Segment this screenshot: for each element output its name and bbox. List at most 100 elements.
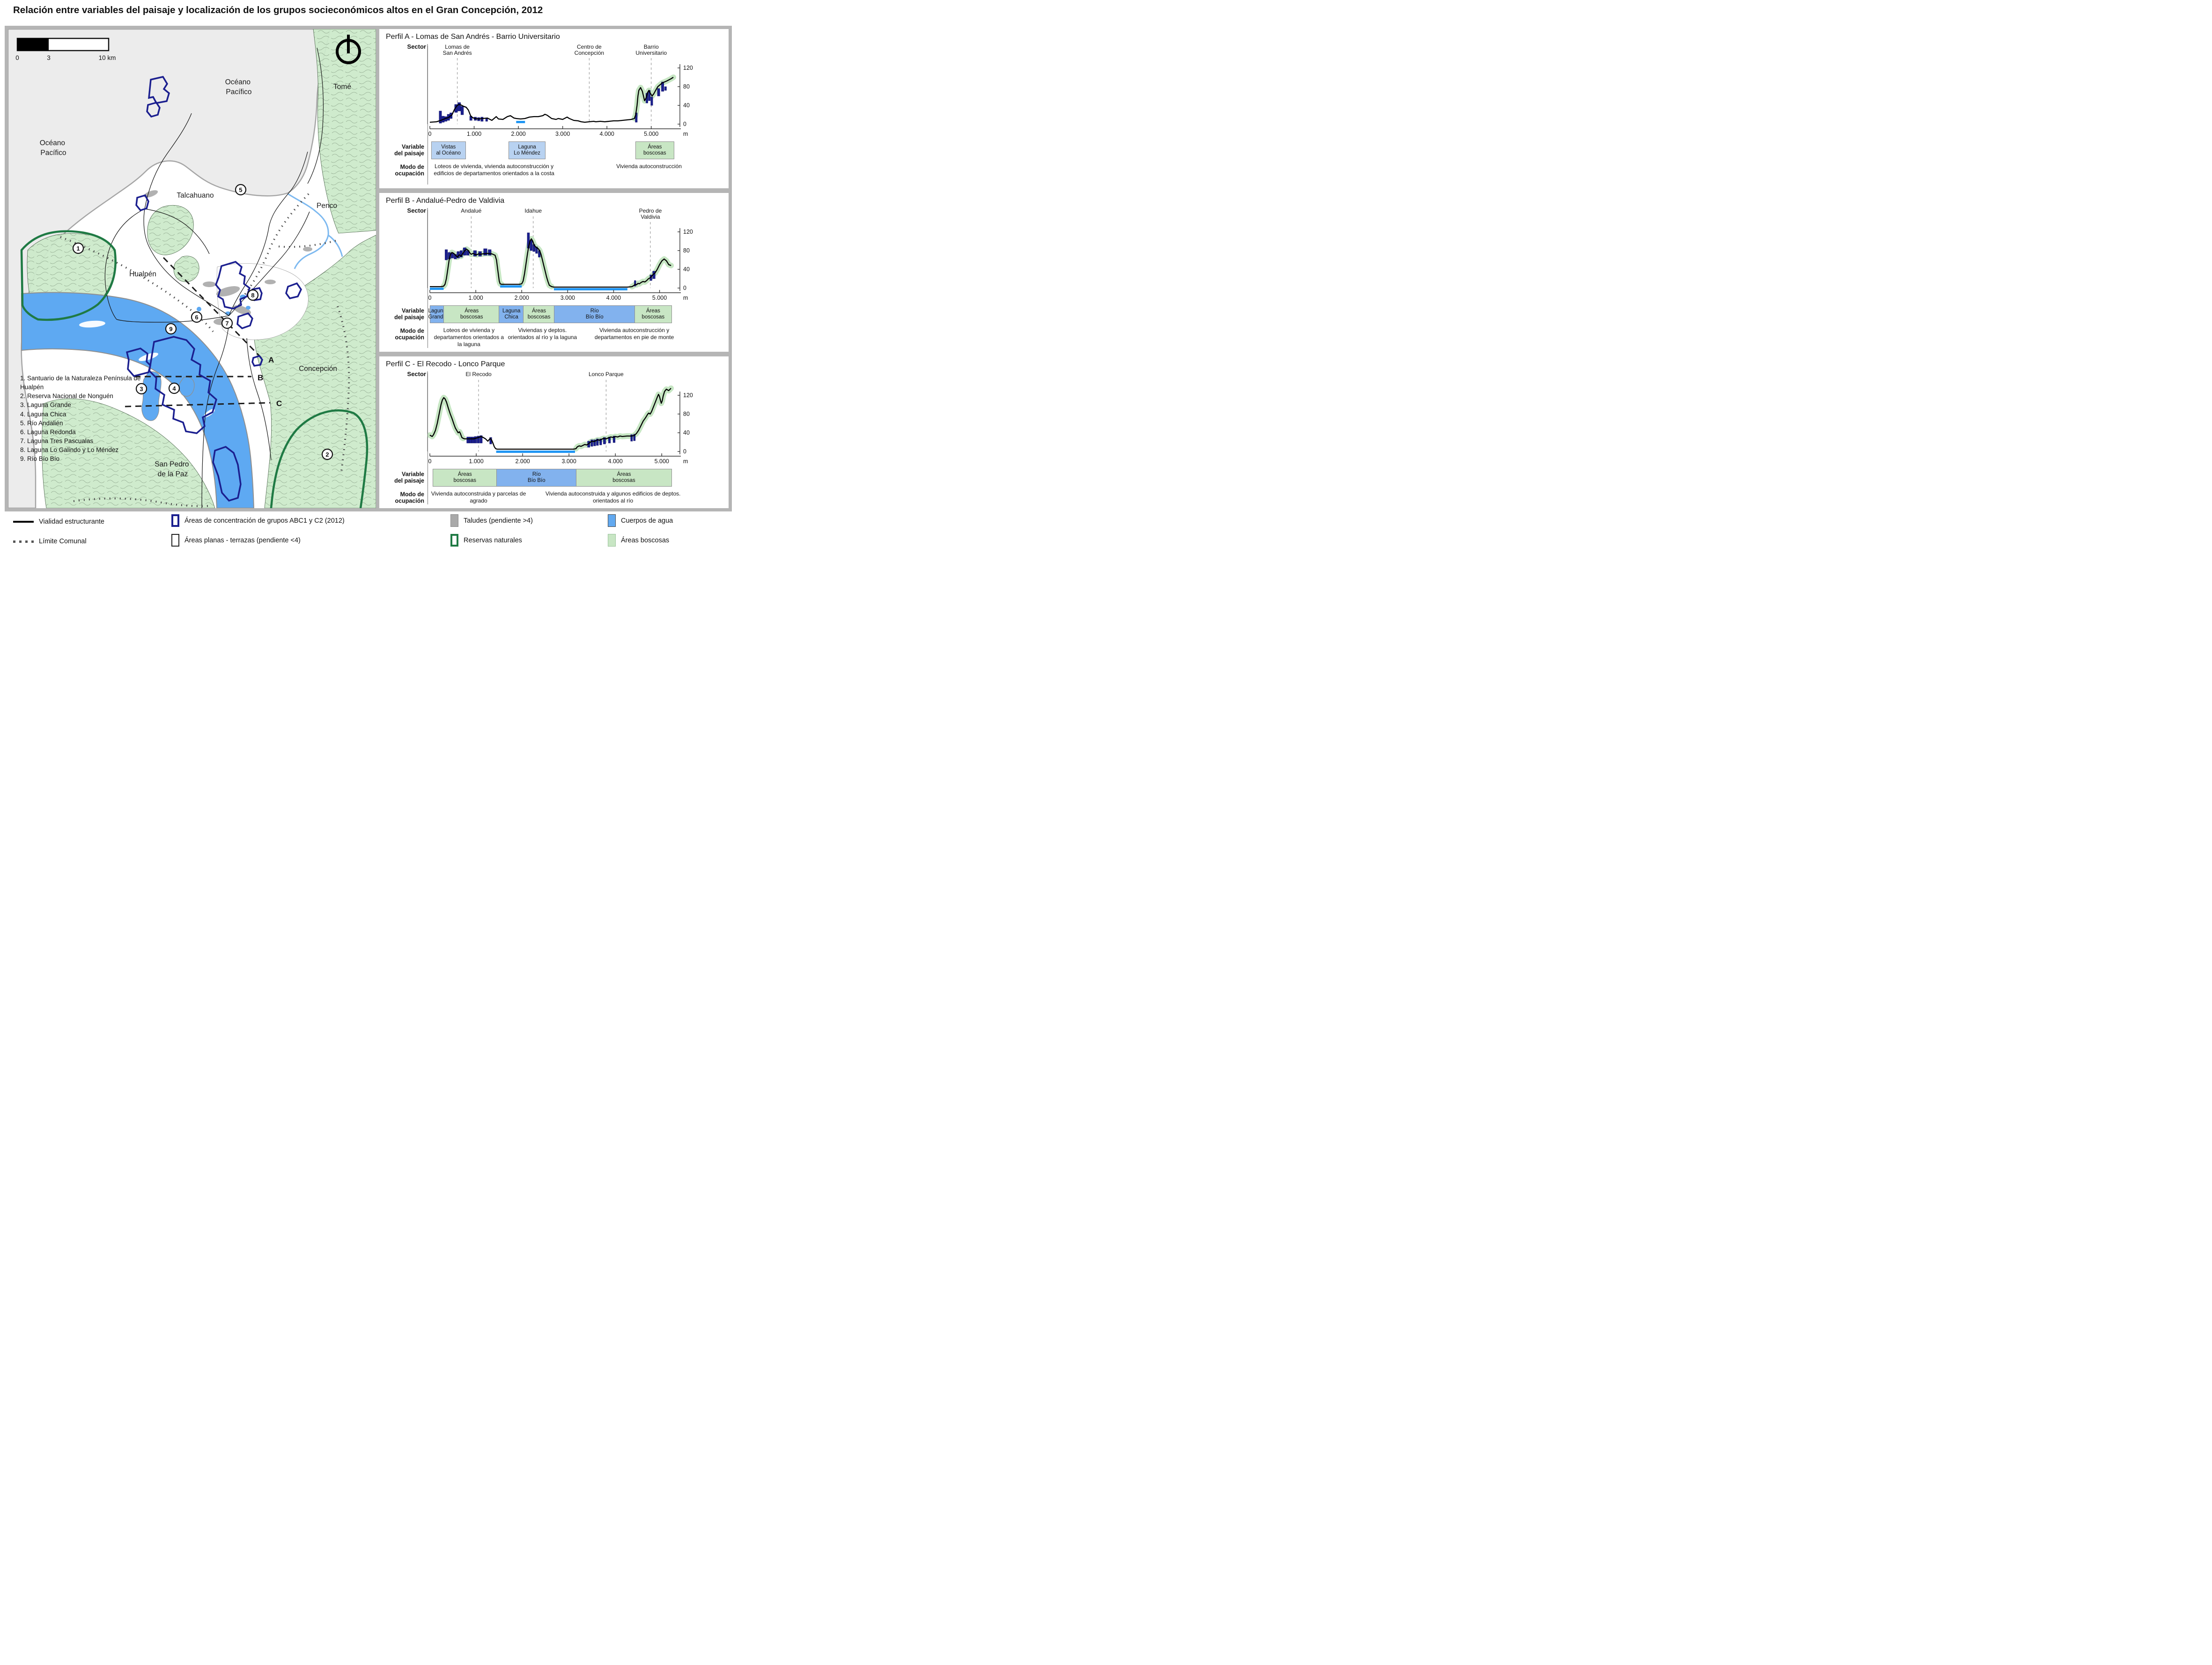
sector-name: Pedro de Valdivia (639, 207, 662, 220)
letter-b: B (258, 373, 263, 382)
marker-5: 5 (235, 184, 247, 196)
abc1-building-bar (483, 248, 487, 255)
svg-text:9: 9 (169, 326, 172, 333)
y-tick-label: 0 (683, 448, 686, 455)
y-tick-label: 0 (683, 121, 686, 127)
occupation-mode-text: Vivienda autoconstrucción (616, 163, 682, 170)
x-tick-label: 4.000 (606, 295, 621, 301)
solid-line-icon (13, 521, 34, 523)
scale-tick-0: 0 (15, 54, 19, 61)
landscape-variable-band: Río Bío Bío (553, 305, 635, 323)
map-legend: Vialidad estructurante Límite Comunal Ár… (5, 513, 732, 553)
marker-1: 1 (72, 242, 84, 254)
marker-6: 6 (191, 311, 203, 323)
profile-chart-svg: Sector El Recodo Lonco Parque 0 40 80 120 0 1.00… (407, 370, 693, 465)
x-tick-label: 2.000 (515, 295, 529, 301)
abc1-building-bar (603, 437, 606, 444)
y-tick-label: 120 (683, 65, 693, 71)
x-tick-label: 1.000 (468, 295, 483, 301)
panel-title-a: Perfil A - Lomas de San Andrés - Barrio … (386, 33, 560, 41)
landscape-variable-band: Áreas boscosas (523, 305, 555, 323)
landscape-variable-band: Laguna Grande (428, 305, 446, 323)
sandbar (79, 320, 105, 328)
modo-row-b: Modo de ocupación Loteos de vivienda y de… (383, 324, 729, 348)
abc1-building-bar (474, 436, 477, 444)
landscape-variable-band: Áreas boscosas (432, 469, 497, 487)
abc1-building-bar (612, 436, 616, 443)
x-axis-unit: m (683, 295, 688, 301)
scale-bar: 0 3 10 km (15, 37, 116, 61)
variable-row-c: Variable del paisaje Áreas boscosas Río Bío … (383, 468, 729, 488)
x-tick-label: 0 (428, 131, 432, 137)
x-tick-label: 3.000 (562, 458, 576, 465)
abc1-building-bar (657, 88, 660, 96)
page-title: Relación entre variables del paisaje y l… (13, 5, 543, 15)
index-item: 3. Laguna Grande (20, 401, 71, 409)
rio-bio-bio (21, 292, 255, 508)
svg-text:8: 8 (251, 292, 254, 299)
elevation-line (430, 238, 671, 288)
row-label-variable: Variable del paisaje (394, 307, 424, 321)
ocean-shape (8, 29, 331, 508)
x-tick-label: 4.000 (608, 458, 623, 465)
landscape-variable-band: Áreas boscosas (443, 305, 500, 323)
laguna-redonda (197, 307, 201, 311)
marker-4: 4 (168, 382, 180, 394)
x-tick-label: 3.000 (560, 295, 575, 301)
modo-row-a: Modo de ocupación Loteos de vivienda, viv… (383, 160, 729, 181)
variable-row-b: Variable del paisaje Laguna Grande Áreas bos… (383, 304, 729, 324)
abc1-building-bar (460, 106, 464, 115)
abc1-building-bar (593, 439, 596, 446)
chart-c: Sector El Recodo Lonco Parque 0 40 80 120 0 1.00… (379, 369, 729, 468)
abc1-building-bar (590, 439, 593, 447)
label-concepcion: Concepción (299, 365, 337, 373)
water-segment (496, 451, 575, 453)
row-label-modo: Modo de ocupación (395, 491, 424, 504)
rio-andalien (288, 193, 343, 269)
x-tick-label: 2.000 (515, 458, 530, 465)
y-tick-label: 40 (683, 102, 690, 109)
x-tick-label: 4.000 (600, 131, 614, 137)
abc1-building-bar (479, 435, 483, 444)
legend-item-agua: Cuerpos de agua (608, 514, 673, 527)
variable-row-a: Variable del paisaje Vistas al Océano Lagun… (383, 141, 729, 160)
x-tick-label: 3.000 (555, 131, 570, 137)
water-segment (500, 285, 522, 288)
row-label-variable: Variable del paisaje (394, 471, 424, 484)
svg-text:5: 5 (239, 186, 242, 193)
forest-halo (631, 74, 676, 121)
abc1-building-bar (596, 438, 599, 446)
dotted-line-icon (13, 540, 34, 543)
sector-name: Lomas de San Andrés (443, 44, 472, 56)
marker-7: 7 (221, 317, 233, 329)
sector-axis-label: Sector (407, 207, 426, 214)
limite-comunal-lines (60, 193, 350, 507)
occupation-mode-text: Vivienda autoconstrucción y departamento… (594, 326, 674, 340)
abc1-building-bar (630, 434, 633, 442)
abc1-building-bar (445, 249, 448, 260)
marker-3: 3 (135, 383, 147, 395)
map-panel: 0 3 10 km Océano Pacífico Océano Pacífic… (8, 29, 376, 508)
x-tick-label: 0 (428, 458, 432, 465)
marker-9: 9 (165, 323, 177, 335)
panel-title-c: Perfil C - El Recodo - Lonco Parque (386, 360, 505, 368)
panel-title-b: Perfil B - Andalué-Pedro de Valdivia (386, 196, 505, 205)
panel-perfil-a: Perfil A - Lomas de San Andrés - Barrio … (379, 29, 729, 188)
green-outline-box-icon (450, 534, 458, 547)
legend-item-taludes: Taludes (pendiente >4) (450, 514, 533, 527)
abc1-building-bar (469, 437, 472, 444)
svg-text:3: 3 (140, 385, 143, 392)
water-segment (430, 287, 444, 290)
abc1-building-bar (488, 249, 492, 255)
sector-axis-label: Sector (407, 43, 426, 50)
chart-b: Sector Andalué Idahue Pedro de Valdivia 0 40 80… (379, 205, 729, 304)
label-talcahuano: Talcahuano (177, 192, 214, 200)
sector-name: Barrio Universitario (635, 44, 667, 56)
index-item: 2. Reserva Nacional de Nonguén (20, 392, 113, 400)
y-tick-label: 40 (683, 266, 690, 273)
y-tick-label: 80 (683, 83, 690, 90)
abc1-building-bar (450, 253, 454, 258)
letter-a: A (268, 355, 274, 364)
index-item: 5. Río Andalién (20, 419, 63, 427)
legend-item-planas: Áreas planas - terrazas (pendiente <4) (171, 534, 301, 547)
